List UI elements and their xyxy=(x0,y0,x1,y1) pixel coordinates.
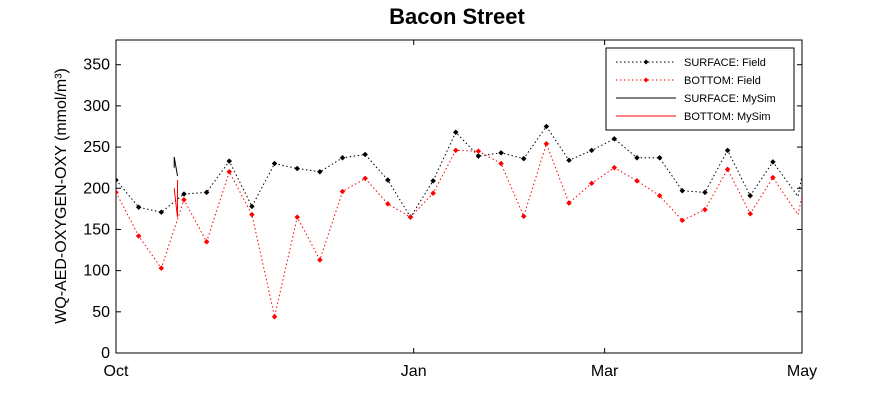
data-point xyxy=(770,174,776,181)
x-tick-label: Oct xyxy=(104,363,129,380)
data-point xyxy=(249,203,255,210)
series-1 xyxy=(116,140,802,320)
series-2 xyxy=(173,156,178,176)
data-point xyxy=(135,204,142,211)
data-point xyxy=(339,154,346,161)
data-point xyxy=(520,213,527,220)
x-tick-label: Jan xyxy=(401,363,427,380)
data-point xyxy=(317,257,323,263)
data-point xyxy=(317,168,323,175)
series-line xyxy=(173,156,178,176)
data-point xyxy=(679,187,686,194)
data-point xyxy=(181,196,187,203)
data-point xyxy=(611,135,618,142)
y-tick-label: 250 xyxy=(83,139,110,156)
data-point xyxy=(770,159,776,165)
data-point xyxy=(203,238,210,245)
data-point xyxy=(475,153,482,159)
data-point xyxy=(226,158,233,164)
legend-label: BOTTOM: MySim xyxy=(684,111,771,123)
legend-label: SURFACE: MySim xyxy=(684,93,776,105)
y-tick-label: 350 xyxy=(83,57,110,74)
data-point xyxy=(430,190,436,197)
data-point xyxy=(339,188,346,195)
y-axis: 0 50 100 150 200 250 300 350 xyxy=(83,57,802,362)
data-point xyxy=(452,129,459,136)
data-point xyxy=(294,165,301,172)
data-point xyxy=(656,192,663,199)
x-axis: Oct Jan Mar May xyxy=(104,40,817,380)
data-point xyxy=(249,211,255,218)
data-point xyxy=(634,177,640,184)
data-point xyxy=(543,140,550,147)
x-tick-label: Mar xyxy=(591,363,619,380)
data-point xyxy=(271,160,278,167)
legend: SURFACE: Field BOTTOM: Field SURFACE: MySi… xyxy=(605,47,795,131)
data-point xyxy=(181,191,187,197)
chart-title: Bacon Street xyxy=(389,4,525,29)
data-point xyxy=(384,201,391,207)
series-line xyxy=(173,180,178,218)
data-point xyxy=(294,214,301,220)
data-point xyxy=(271,313,278,320)
data-point xyxy=(475,148,482,155)
data-point xyxy=(498,160,504,167)
data-point xyxy=(679,217,686,224)
legend-marker xyxy=(643,77,649,83)
data-point xyxy=(116,177,119,183)
data-point xyxy=(203,189,210,196)
data-point xyxy=(588,147,595,154)
data-point xyxy=(747,192,754,199)
x-tick-label: May xyxy=(787,363,817,380)
data-point xyxy=(226,168,233,175)
data-point xyxy=(407,214,414,220)
data-point xyxy=(566,157,572,164)
data-point xyxy=(384,177,391,183)
data-point xyxy=(747,210,754,217)
data-point xyxy=(362,175,369,182)
data-point xyxy=(158,209,165,216)
data-point xyxy=(520,155,527,162)
data-point xyxy=(452,147,459,154)
data-point xyxy=(611,164,618,171)
y-axis-label: WQ-AED-OXYGEN-OXY (mmol/m³) xyxy=(53,68,70,324)
data-point xyxy=(430,177,436,184)
series-line xyxy=(116,142,802,317)
data-point xyxy=(724,166,731,173)
data-point xyxy=(362,151,369,158)
y-tick-label: 150 xyxy=(83,221,110,238)
legend-label: SURFACE: Field xyxy=(684,57,766,69)
data-point xyxy=(566,200,572,206)
y-tick-label: 200 xyxy=(83,180,110,197)
data-point xyxy=(702,206,708,213)
data-point xyxy=(634,154,640,161)
y-tick-label: 50 xyxy=(92,304,110,321)
data-point xyxy=(158,265,165,272)
data-point xyxy=(702,189,708,196)
legend-label: BOTTOM: Field xyxy=(684,75,761,87)
series-line xyxy=(116,125,802,219)
series-layer xyxy=(116,123,802,320)
series-3 xyxy=(173,180,178,218)
y-tick-label: 0 xyxy=(101,345,110,362)
y-tick-label: 300 xyxy=(83,98,110,115)
data-point xyxy=(543,123,550,130)
data-point xyxy=(116,189,119,196)
legend-marker xyxy=(643,59,649,65)
data-point xyxy=(724,147,731,154)
data-point xyxy=(498,149,504,156)
data-point xyxy=(588,180,595,187)
data-point xyxy=(656,154,663,161)
data-point xyxy=(135,233,142,239)
y-tick-label: 100 xyxy=(83,263,110,280)
